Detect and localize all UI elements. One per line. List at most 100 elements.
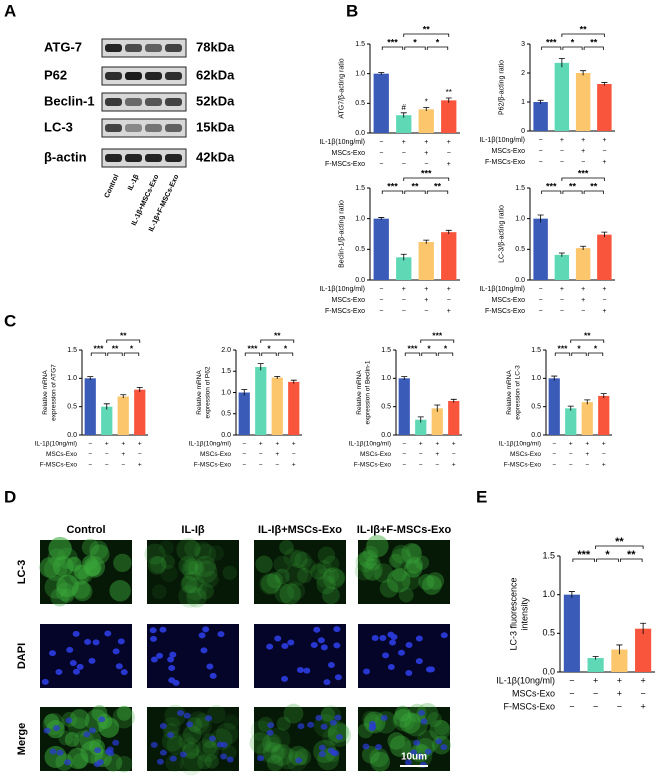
cell-signal: [401, 543, 423, 564]
cell-signal: [316, 559, 332, 575]
condition-sign: +: [275, 451, 279, 458]
y-tick-label: 1.0: [381, 375, 391, 382]
error-bar: [551, 375, 558, 381]
nucleus: [329, 719, 337, 726]
condition-sign: −: [419, 451, 423, 458]
cell-signal: [403, 559, 423, 578]
condition-sign: −: [569, 451, 573, 458]
y-axis-label: intensity: [520, 597, 530, 631]
cell-signal: [113, 553, 132, 573]
cell-signal: [161, 730, 183, 752]
condition-sign: −: [602, 451, 606, 458]
bar: [398, 378, 410, 435]
cell-signal: [56, 574, 79, 598]
significance-bracket: [583, 46, 604, 50]
y-tick-label: 1.0: [542, 589, 555, 599]
condition-sign: +: [121, 451, 125, 458]
cell-signal: [422, 575, 442, 595]
cell-signal: [357, 551, 373, 567]
bar: [431, 408, 443, 435]
nucleus: [72, 668, 80, 675]
cell-signal: [301, 558, 317, 574]
y-tick-label: 0.5: [355, 100, 365, 107]
y-tick-label: 0.0: [67, 432, 77, 439]
condition-sign: −: [402, 308, 406, 315]
cell-signal: [116, 705, 132, 721]
nucleus: [333, 626, 341, 633]
bar: [587, 658, 604, 672]
blot-band: [105, 72, 122, 80]
cell-signal: [426, 712, 443, 728]
y-tick-label: 0.5: [381, 404, 391, 411]
significance-label: *: [427, 343, 431, 353]
error-bar: [103, 403, 110, 410]
y-tick-label: 1.5: [355, 41, 365, 48]
column-label: IL-Iβ+F-MSCs-Exo: [357, 524, 452, 536]
nucleus: [368, 725, 376, 732]
cell-signal: [48, 536, 72, 561]
condition-label: F-MSCs-Exo: [325, 161, 365, 168]
protein-label: Beclin-1: [44, 93, 95, 108]
cell-signal: [283, 548, 302, 567]
cell-signal: [418, 574, 435, 591]
condition-label: F-MSCs-Exo: [194, 462, 232, 469]
nucleus: [177, 709, 185, 716]
cell-signal: [389, 735, 412, 758]
nucleus: [112, 648, 120, 655]
nucleus: [257, 755, 265, 762]
condition-sign: −: [602, 148, 606, 155]
condition-sign: +: [585, 441, 589, 448]
significance-bracket: [570, 339, 605, 343]
significance-label: **: [627, 549, 636, 561]
bar: [575, 248, 591, 280]
error-bar: [400, 253, 407, 261]
significance-bracket: [541, 46, 562, 50]
nucleus: [115, 663, 123, 670]
condition-sign: +: [452, 462, 456, 469]
error-bar: [290, 379, 297, 384]
condition-sign: −: [259, 462, 263, 469]
cell-signal: [322, 586, 340, 605]
cell-signal: [195, 738, 219, 763]
condition-label: F-MSCs-Exo: [504, 462, 542, 469]
cell-signal: [393, 709, 413, 728]
significance-label: ***: [94, 343, 105, 353]
cell-signal: [262, 733, 282, 753]
protein-label: P62: [44, 67, 67, 82]
blot-strip: [101, 118, 187, 138]
blot-band: [125, 44, 142, 52]
cell-signal: [195, 543, 217, 565]
y-axis-label: Relative mRNA: [196, 370, 203, 415]
significance-bracket: [421, 352, 437, 356]
condition-label: F-MSCs-Exo: [485, 159, 525, 166]
nucleus: [88, 657, 96, 664]
nucleus: [172, 679, 180, 686]
significance-label: **: [411, 181, 419, 191]
significance-label: **: [120, 330, 127, 340]
cell-signal: [178, 732, 195, 750]
bar: [533, 102, 548, 131]
nucleus: [267, 722, 275, 729]
column-label: IL-Iβ+MSCs-Exo: [258, 524, 342, 536]
condition-sign: −: [105, 451, 109, 458]
condition-sign: −: [560, 148, 564, 155]
cell-signal: [67, 717, 88, 738]
significance-bracket: [261, 352, 277, 356]
significance-label: ***: [432, 330, 443, 340]
error-bar: [580, 70, 587, 76]
condition-sign: −: [259, 451, 263, 458]
significance-bracket: [404, 46, 426, 50]
condition-sign: +: [275, 441, 279, 448]
nucleus: [200, 647, 208, 654]
nucleus: [206, 663, 214, 670]
significance-label: **: [569, 181, 577, 191]
condition-label: F-MSCs-Exo: [485, 308, 525, 315]
nucleus: [49, 748, 57, 755]
nucleus: [266, 729, 274, 736]
condition-sign: −: [539, 148, 543, 155]
condition-label: MSCs-Exo: [200, 451, 231, 458]
blot-band: [145, 124, 162, 132]
nucleus: [56, 749, 64, 756]
nucleus: [65, 717, 73, 724]
nucleus: [303, 667, 311, 674]
